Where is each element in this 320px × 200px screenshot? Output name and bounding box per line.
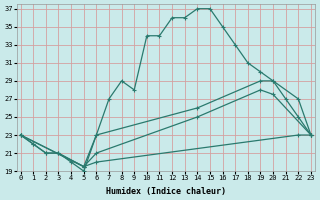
X-axis label: Humidex (Indice chaleur): Humidex (Indice chaleur) — [106, 187, 226, 196]
